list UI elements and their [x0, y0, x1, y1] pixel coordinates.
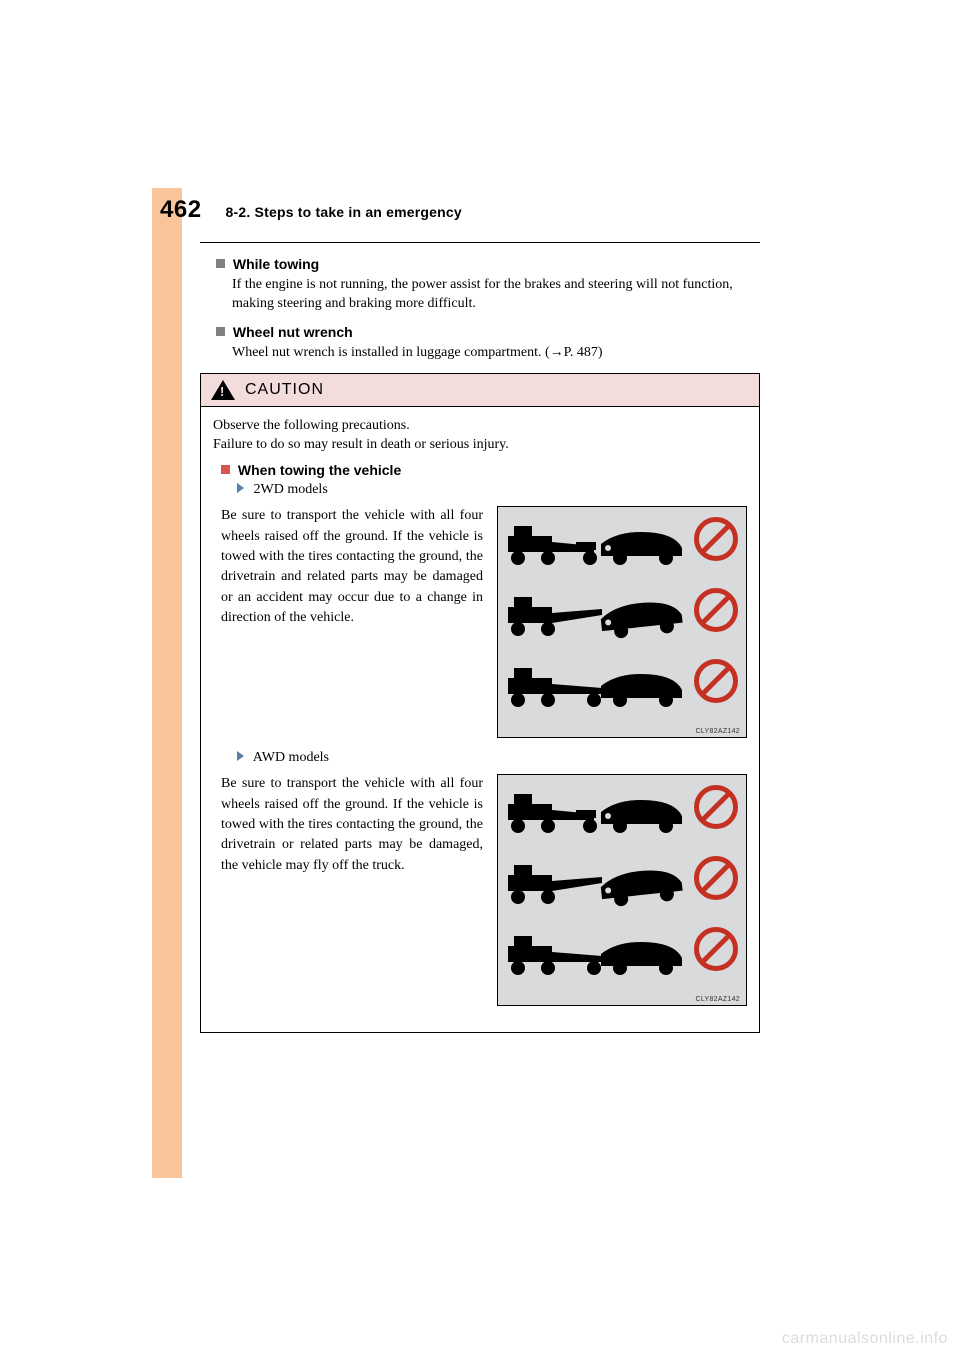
prohibited-icon: [694, 588, 738, 632]
header-divider: [200, 242, 760, 243]
item-body: Wheel nut wrench is installed in luggage…: [232, 344, 760, 363]
caution-block: Be sure to transport the vehicle with al…: [221, 774, 747, 1006]
towing-diagram-icon: [506, 786, 686, 836]
figure-reference: CLY82AZ142: [504, 728, 740, 735]
caution-block-text: Be sure to transport the vehicle with al…: [221, 506, 483, 738]
caution-figure: CLY82AZ142: [497, 506, 747, 738]
caution-intro-line: Observe the following precautions.: [213, 418, 410, 433]
item-heading: While towing: [216, 256, 760, 272]
caution-label: CAUTION: [245, 381, 324, 399]
caution-intro: Observe the following precautions. Failu…: [213, 417, 747, 455]
prohibited-icon: [694, 517, 738, 561]
section-tab: [152, 188, 182, 1178]
figure-box: CLY82AZ142: [497, 506, 747, 738]
prohibited-icon: [694, 659, 738, 703]
caution-body: Observe the following precautions. Failu…: [201, 407, 759, 1033]
caution-box: CAUTION Observe the following precaution…: [200, 373, 760, 1034]
item-title: Wheel nut wrench: [233, 324, 353, 340]
triangle-bullet-icon: [237, 751, 244, 761]
sub-heading-text: AWD models: [253, 750, 329, 765]
towing-diagram-icon: [506, 857, 686, 907]
item-heading: Wheel nut wrench: [216, 324, 760, 340]
caution-figure: CLY82AZ142: [497, 774, 747, 1006]
page-header: 462 8-2. Steps to take in an emergency: [152, 196, 766, 224]
towing-diagram-icon: [506, 660, 686, 710]
figure-row: [504, 515, 740, 570]
figure-row: [504, 783, 740, 838]
prohibited-icon: [694, 927, 738, 971]
towing-diagram-icon: [506, 518, 686, 568]
caution-heading: When towing the vehicle: [221, 462, 747, 478]
figure-row: [504, 586, 740, 641]
sub-heading: AWD models: [237, 750, 747, 766]
section-title: 8-2. Steps to take in an emergency: [226, 204, 462, 220]
caution-block-text: Be sure to transport the vehicle with al…: [221, 774, 483, 1006]
square-bullet-icon: [221, 465, 230, 474]
figure-reference: CLY82AZ142: [504, 996, 740, 1003]
figure-row: [504, 925, 740, 980]
item-title: While towing: [233, 256, 319, 272]
square-bullet-icon: [216, 327, 225, 336]
triangle-bullet-icon: [237, 483, 244, 493]
item-body: If the engine is not running, the power …: [232, 276, 760, 314]
square-bullet-icon: [216, 259, 225, 268]
caution-heading-text: When towing the vehicle: [238, 462, 401, 478]
figure-row: [504, 854, 740, 909]
watermark: carmanualsonline.info: [782, 1330, 948, 1348]
figure-box: CLY82AZ142: [497, 774, 747, 1006]
caution-header: CAUTION: [201, 374, 759, 407]
towing-diagram-icon: [506, 589, 686, 639]
sub-heading: 2WD models: [237, 482, 747, 498]
towing-diagram-icon: [506, 928, 686, 978]
caution-block: Be sure to transport the vehicle with al…: [221, 506, 747, 738]
figure-row: [504, 657, 740, 712]
prohibited-icon: [694, 856, 738, 900]
caution-intro-line: Failure to do so may result in death or …: [213, 437, 509, 452]
page-number: 462: [160, 196, 202, 224]
warning-triangle-icon: [211, 380, 235, 400]
page-content: While towing If the engine is not runnin…: [200, 256, 760, 1033]
prohibited-icon: [694, 785, 738, 829]
sub-heading-text: 2WD models: [254, 482, 328, 497]
